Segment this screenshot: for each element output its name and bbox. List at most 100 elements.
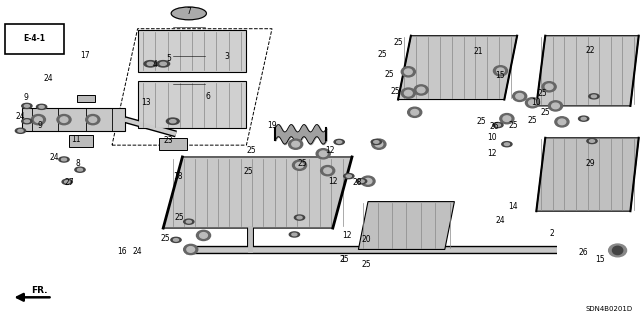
Circle shape xyxy=(356,179,367,184)
Ellipse shape xyxy=(289,139,303,149)
Text: 12: 12 xyxy=(342,231,351,240)
Ellipse shape xyxy=(529,100,536,106)
Text: 25: 25 xyxy=(361,260,371,269)
Text: 27: 27 xyxy=(64,178,74,187)
Ellipse shape xyxy=(321,166,335,176)
Text: 2: 2 xyxy=(549,229,554,238)
Text: 24: 24 xyxy=(43,74,53,83)
Polygon shape xyxy=(22,108,125,131)
Ellipse shape xyxy=(545,84,553,90)
Text: E-4-1: E-4-1 xyxy=(24,34,45,43)
Ellipse shape xyxy=(187,247,195,252)
Circle shape xyxy=(359,180,364,182)
Ellipse shape xyxy=(200,233,207,238)
Ellipse shape xyxy=(31,115,45,125)
Polygon shape xyxy=(398,36,517,100)
Text: 12: 12 xyxy=(328,177,337,186)
Text: 25: 25 xyxy=(384,70,394,78)
Circle shape xyxy=(297,216,302,219)
Text: 24: 24 xyxy=(15,112,26,121)
Text: 12: 12 xyxy=(487,149,496,158)
Ellipse shape xyxy=(86,115,100,125)
Text: 25: 25 xyxy=(339,255,349,263)
Text: 3: 3 xyxy=(225,52,230,61)
Ellipse shape xyxy=(414,85,428,95)
Text: 9: 9 xyxy=(23,93,28,102)
Circle shape xyxy=(15,128,26,133)
Circle shape xyxy=(65,181,70,183)
Circle shape xyxy=(374,141,379,143)
Ellipse shape xyxy=(500,114,514,124)
Ellipse shape xyxy=(375,141,383,147)
Ellipse shape xyxy=(57,115,71,125)
Ellipse shape xyxy=(324,168,332,174)
Circle shape xyxy=(579,116,589,121)
Circle shape xyxy=(184,219,194,224)
Bar xyxy=(77,95,95,102)
Text: 13: 13 xyxy=(141,98,151,107)
Text: 25: 25 xyxy=(390,87,401,96)
Circle shape xyxy=(157,61,170,67)
Text: 25: 25 xyxy=(243,167,253,176)
Circle shape xyxy=(587,138,597,144)
Circle shape xyxy=(502,142,512,147)
Circle shape xyxy=(292,233,297,236)
Ellipse shape xyxy=(364,178,372,184)
Text: 25: 25 xyxy=(527,116,538,125)
Ellipse shape xyxy=(516,93,524,99)
Ellipse shape xyxy=(401,67,415,77)
Text: 25: 25 xyxy=(378,50,388,59)
Text: 23: 23 xyxy=(163,137,173,145)
Text: 25: 25 xyxy=(540,108,550,117)
Text: 26: 26 xyxy=(489,122,499,131)
Circle shape xyxy=(504,143,509,145)
Text: 10: 10 xyxy=(531,98,541,107)
Circle shape xyxy=(22,103,32,108)
Ellipse shape xyxy=(552,103,559,109)
Circle shape xyxy=(24,120,29,122)
Ellipse shape xyxy=(296,162,303,168)
Text: 24: 24 xyxy=(495,216,506,225)
Polygon shape xyxy=(112,29,272,145)
Circle shape xyxy=(39,106,44,108)
Ellipse shape xyxy=(525,98,540,108)
Ellipse shape xyxy=(404,90,412,96)
Ellipse shape xyxy=(493,66,508,76)
Text: 9: 9 xyxy=(37,121,42,130)
Circle shape xyxy=(581,117,586,120)
Text: FR.: FR. xyxy=(31,286,48,295)
Text: 21: 21 xyxy=(474,47,483,56)
Ellipse shape xyxy=(361,176,375,186)
Text: 15: 15 xyxy=(495,71,506,80)
Text: 18: 18 xyxy=(173,172,182,181)
Circle shape xyxy=(24,105,29,107)
Text: 4: 4 xyxy=(153,60,158,69)
Text: 22: 22 xyxy=(586,46,595,55)
Circle shape xyxy=(589,140,595,142)
Circle shape xyxy=(344,174,354,179)
Circle shape xyxy=(147,62,154,65)
Text: 25: 25 xyxy=(508,121,518,130)
Text: 25: 25 xyxy=(393,38,403,47)
Polygon shape xyxy=(69,135,93,147)
Circle shape xyxy=(346,175,351,177)
Ellipse shape xyxy=(89,117,97,122)
Circle shape xyxy=(59,157,69,162)
Text: 25: 25 xyxy=(538,89,548,98)
Text: 15: 15 xyxy=(595,255,605,263)
Text: 25: 25 xyxy=(160,234,170,243)
Circle shape xyxy=(186,220,191,223)
Ellipse shape xyxy=(542,82,556,92)
Ellipse shape xyxy=(609,244,627,257)
Polygon shape xyxy=(159,138,187,150)
Polygon shape xyxy=(138,81,246,128)
Ellipse shape xyxy=(292,141,300,147)
Circle shape xyxy=(36,104,47,109)
Text: 25: 25 xyxy=(297,159,307,168)
Ellipse shape xyxy=(558,119,566,125)
Ellipse shape xyxy=(196,230,211,241)
Polygon shape xyxy=(163,157,352,228)
Circle shape xyxy=(61,158,67,161)
Text: 24: 24 xyxy=(49,153,60,162)
Text: SDN4B0201D: SDN4B0201D xyxy=(585,306,632,312)
